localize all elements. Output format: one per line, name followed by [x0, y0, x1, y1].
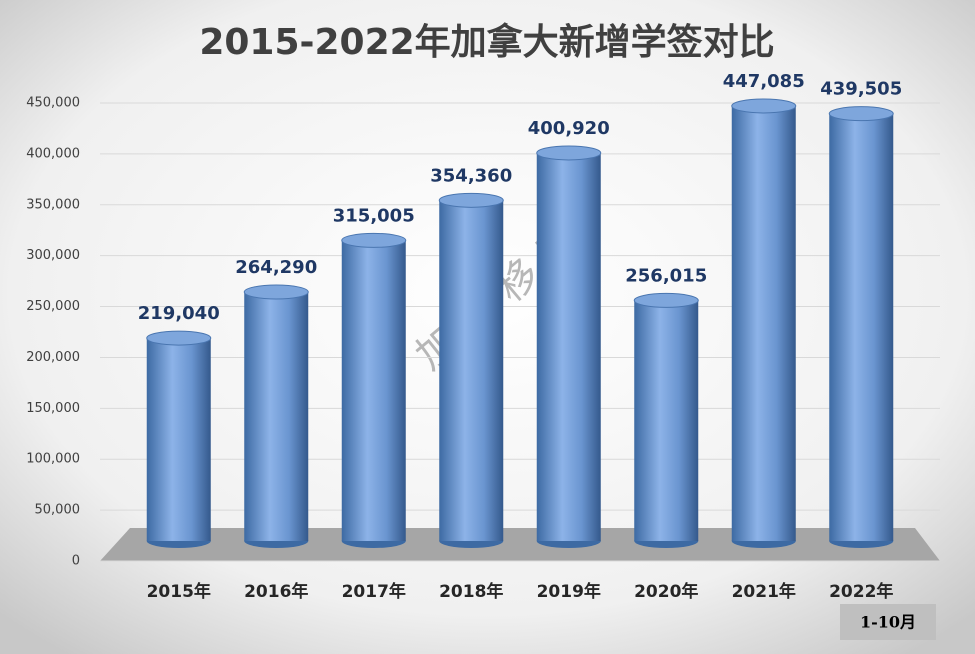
y-tick-label: 400,000 [26, 146, 80, 161]
bar-top [146, 330, 212, 346]
value-label: 264,290 [235, 257, 317, 278]
y-tick-label: 450,000 [26, 96, 80, 111]
x-tick-label: 2021年 [732, 581, 796, 602]
bar [829, 113, 894, 541]
x-tick-label: 2019年 [537, 581, 601, 602]
bar-top [633, 292, 699, 308]
value-label: 219,040 [138, 303, 220, 324]
bar-top [828, 106, 894, 122]
bar-top [243, 284, 309, 300]
note-box [840, 604, 936, 640]
bar [244, 292, 309, 541]
value-label: 256,015 [625, 265, 707, 286]
x-tick-label: 2016年 [244, 581, 308, 602]
bar [146, 338, 211, 541]
y-tick-label: 0 [72, 554, 80, 569]
value-label: 354,360 [430, 165, 512, 186]
value-label: 315,005 [333, 205, 415, 226]
bar-top [536, 145, 602, 161]
bar [731, 105, 796, 541]
y-tick-label: 200,000 [26, 350, 80, 365]
y-tick-label: 150,000 [26, 401, 80, 416]
y-tick-label: 350,000 [26, 197, 80, 212]
bar [634, 300, 699, 541]
floor [100, 528, 940, 561]
bar [439, 200, 504, 541]
bar-top [341, 232, 407, 248]
y-tick-label: 250,000 [26, 299, 80, 314]
x-tick-label: 2022年 [829, 581, 893, 602]
chart-title: 2015-2022年加拿大新增学签对比 [199, 21, 774, 63]
y-tick-label: 100,000 [26, 452, 80, 467]
bar-top [731, 98, 797, 114]
value-label: 400,920 [528, 118, 610, 139]
x-tick-label: 2018年 [439, 581, 503, 602]
x-tick-label: 2017年 [342, 581, 406, 602]
value-label: 447,085 [723, 71, 805, 92]
value-label: 439,505 [820, 79, 902, 100]
y-tick-label: 300,000 [26, 248, 80, 263]
bar [536, 152, 601, 542]
note: 1-10月 [860, 613, 916, 632]
x-tick-label: 2020年 [634, 581, 698, 602]
bar [341, 240, 406, 542]
bar-top [438, 192, 504, 208]
y-tick-label: 50,000 [35, 503, 81, 518]
x-tick-label: 2015年 [147, 581, 211, 602]
